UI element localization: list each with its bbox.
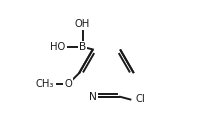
- Text: Cl: Cl: [135, 95, 145, 104]
- Text: OH: OH: [75, 19, 90, 29]
- Text: HO: HO: [49, 42, 65, 52]
- Text: B: B: [79, 42, 86, 52]
- Text: O: O: [64, 79, 72, 89]
- Text: N: N: [89, 92, 97, 102]
- Text: CH₃: CH₃: [36, 79, 54, 89]
